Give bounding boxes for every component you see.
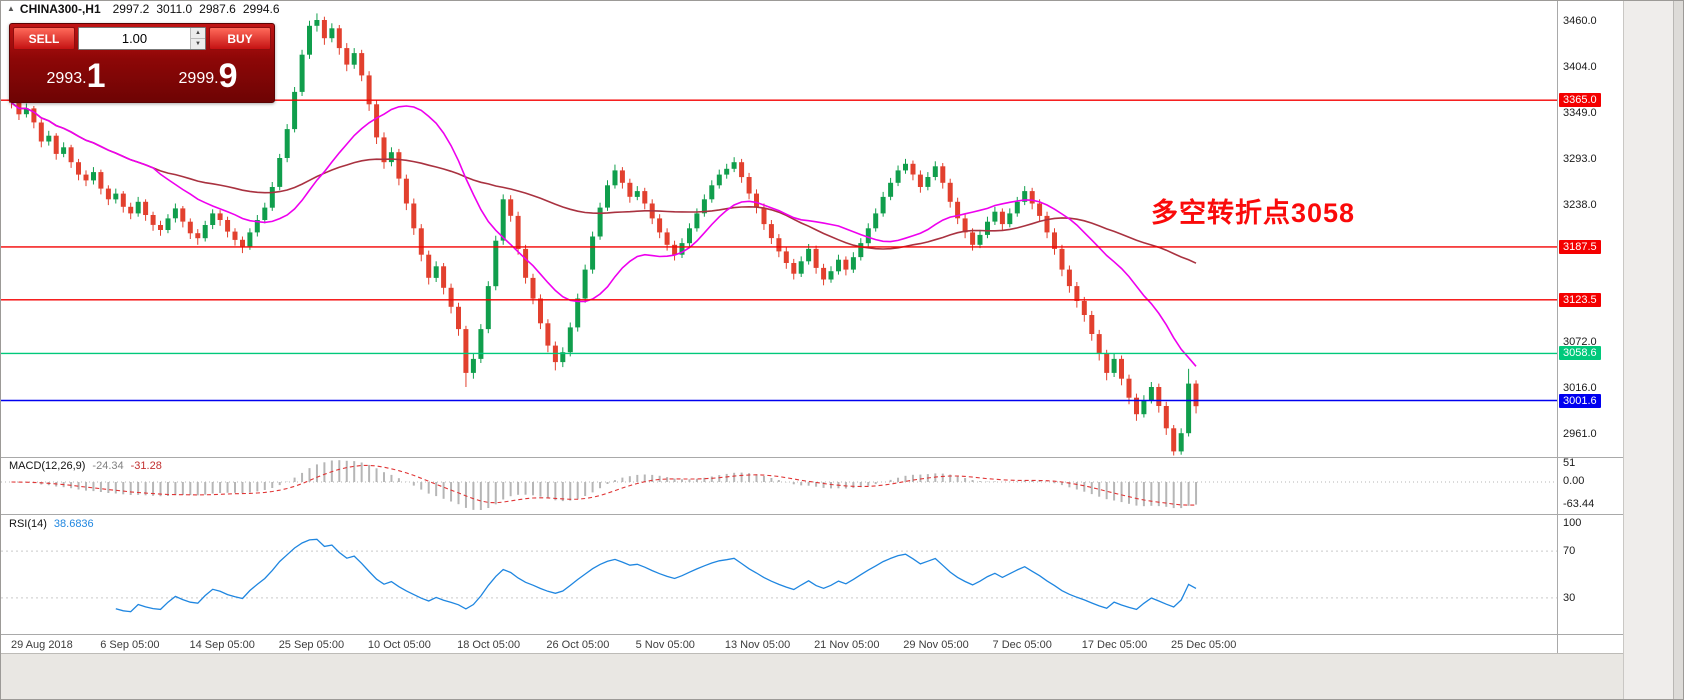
- rsi-name: RSI(14): [9, 518, 47, 530]
- price-tick-label: 3349.0: [1563, 106, 1597, 119]
- volume-decrease-button[interactable]: ▼: [191, 39, 205, 49]
- time-axis-label: 7 Dec 05:00: [992, 639, 1052, 651]
- price-tick-label: 2961.0: [1563, 427, 1597, 440]
- price-line-badge: 3365.0: [1559, 93, 1601, 108]
- time-axis-label: 18 Oct 05:00: [457, 639, 521, 651]
- time-axis-label: 26 Oct 05:00: [546, 639, 610, 651]
- ohlc-open: 2997.2: [112, 2, 150, 16]
- window-bottom-strip: [1, 653, 1683, 699]
- volume-stepper[interactable]: 1.00 ▲ ▼: [78, 27, 206, 50]
- ask-price-big: 9: [218, 57, 238, 96]
- price-tick-label: 3072.0: [1563, 335, 1597, 348]
- macd-indicator-label: MACD(12,26,9) -24.34 -31.28: [9, 460, 162, 472]
- macd-name: MACD(12,26,9): [9, 460, 86, 472]
- chart-title-line: ▲ CHINA300-,H1 2997.2 3011.0 2987.6 2994.6: [7, 2, 287, 16]
- vertical-scrollbar[interactable]: [1673, 1, 1683, 699]
- macd-axis-label: 51: [1563, 457, 1576, 469]
- rsi-value: 38.6836: [53, 518, 94, 530]
- volume-increase-button[interactable]: ▲: [191, 28, 205, 39]
- one-click-toggle-icon[interactable]: ▲: [7, 4, 15, 13]
- time-axis-label: 25 Sep 05:00: [278, 639, 345, 651]
- one-click-trading-panel: SELL 1.00 ▲ ▼ BUY 2993. 1 2999. 9: [9, 23, 275, 103]
- buy-button[interactable]: BUY: [209, 27, 271, 50]
- price-tick-label: 3404.0: [1563, 61, 1597, 74]
- ohlc-high: 3011.0: [156, 2, 193, 16]
- symbol-timeframe-label: CHINA300-,H1: [19, 2, 101, 16]
- macd-value-main: -24.34: [92, 460, 124, 472]
- chart-text-annotation: 多空转折点3058: [1151, 198, 1356, 228]
- price-tick-label: 3460.0: [1563, 15, 1597, 28]
- rsi-axis-label: 70: [1563, 545, 1576, 558]
- rsi-axis-label: 30: [1563, 591, 1576, 604]
- volume-value[interactable]: 1.00: [121, 31, 148, 46]
- bid-price-small: 2993.: [46, 70, 87, 87]
- time-axis-label: 13 Nov 05:00: [724, 639, 791, 651]
- volume-spin-buttons: ▲ ▼: [190, 28, 205, 49]
- macd-axis-label: -63.44: [1563, 498, 1595, 510]
- price-line-badge: 3123.5: [1559, 292, 1601, 307]
- ask-price-small: 2999.: [178, 70, 219, 87]
- time-axis-label: 17 Dec 05:00: [1081, 639, 1148, 651]
- time-axis-label: 29 Aug 2018: [11, 639, 73, 651]
- time-axis-label: 25 Dec 05:00: [1170, 639, 1237, 651]
- rsi-indicator-label: RSI(14) 38.6836: [9, 518, 94, 530]
- ohlc-low: 2987.6: [199, 2, 236, 16]
- time-scale[interactable]: 29 Aug 2018 6 Sep 05:00 14 Sep 05:00 25 Sep…: [1, 635, 1557, 653]
- bid-price-big: 1: [86, 57, 106, 96]
- ohlc-close: 2994.6: [242, 2, 280, 16]
- macd-value-signal: -31.28: [130, 460, 162, 472]
- time-axis-label: 6 Sep 05:00: [100, 639, 160, 651]
- time-axis-label: 29 Nov 05:00: [903, 639, 969, 651]
- ask-price: 2999. 9: [142, 50, 274, 96]
- price-tick-label: 3016.0: [1563, 382, 1597, 395]
- price-line-badge: 3001.6: [1559, 393, 1601, 408]
- price-scale[interactable]: 3460.0 3404.0 3349.0 3293.0 3238.0 3072.0 3016…: [1558, 1, 1622, 653]
- time-axis-label: 10 Oct 05:00: [367, 639, 431, 651]
- time-axis-label: 21 Nov 05:00: [814, 639, 880, 651]
- time-axis-label: 5 Nov 05:00: [635, 639, 695, 651]
- price-line-badge: 3187.5: [1559, 239, 1601, 254]
- price-tick-label: 3238.0: [1563, 198, 1597, 211]
- price-tick-label: 3293.0: [1563, 153, 1597, 166]
- sell-button[interactable]: SELL: [13, 27, 75, 50]
- time-axis-label: 14 Sep 05:00: [189, 639, 255, 651]
- macd-axis-label: 0.00: [1563, 475, 1585, 487]
- rsi-axis-label: 100: [1563, 517, 1582, 529]
- price-line-badge: 3058.6: [1559, 346, 1601, 361]
- bid-price: 2993. 1: [10, 50, 142, 96]
